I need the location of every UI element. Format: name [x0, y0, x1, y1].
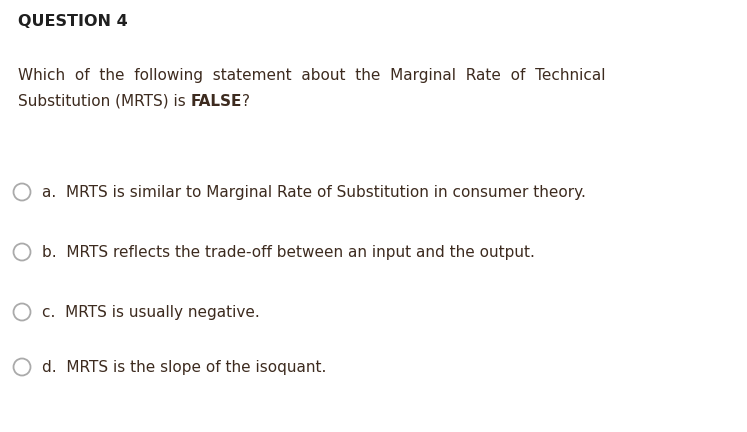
Text: ?: ?	[242, 94, 250, 109]
Text: Substitution (MRTS) is: Substitution (MRTS) is	[18, 94, 190, 109]
Text: c.  MRTS is usually negative.: c. MRTS is usually negative.	[42, 305, 260, 320]
Text: FALSE: FALSE	[190, 94, 242, 109]
Text: a.  MRTS is similar to Marginal Rate of Substitution in consumer theory.: a. MRTS is similar to Marginal Rate of S…	[42, 185, 586, 200]
Text: d.  MRTS is the slope of the isoquant.: d. MRTS is the slope of the isoquant.	[42, 360, 326, 375]
Text: Which  of  the  following  statement  about  the  Marginal  Rate  of  Technical: Which of the following statement about t…	[18, 68, 606, 83]
Text: QUESTION 4: QUESTION 4	[18, 14, 128, 29]
Text: b.  MRTS reflects the trade-off between an input and the output.: b. MRTS reflects the trade-off between a…	[42, 245, 535, 260]
